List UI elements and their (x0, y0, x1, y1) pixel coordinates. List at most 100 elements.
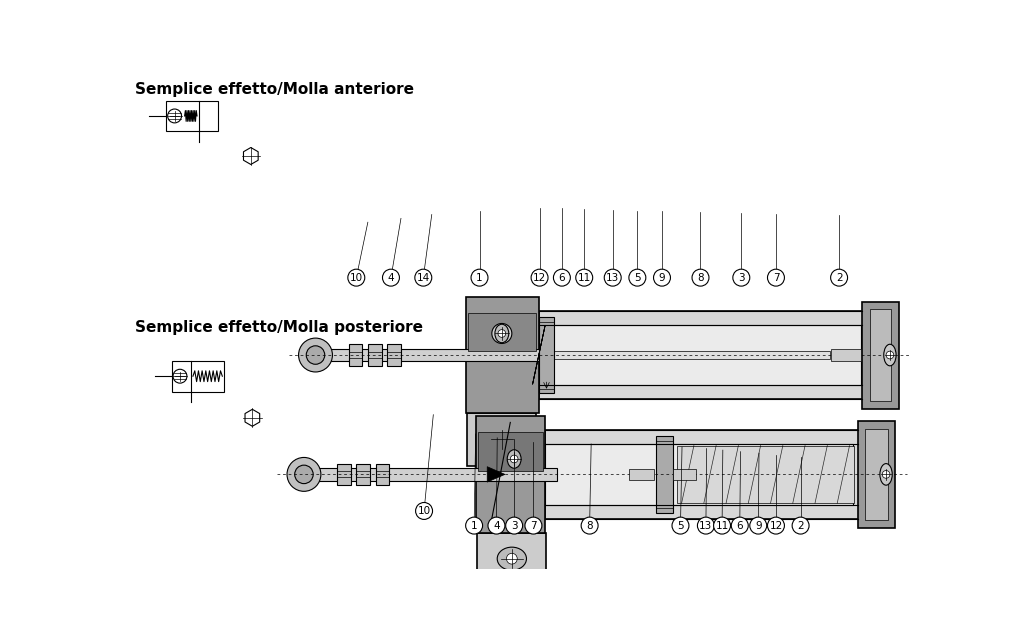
Ellipse shape (495, 324, 509, 343)
Bar (539, 311, 895, 399)
Circle shape (672, 517, 689, 534)
Circle shape (383, 269, 399, 286)
Bar (554, 351, 830, 359)
Text: 4: 4 (388, 273, 394, 282)
Bar (477, 532, 546, 585)
Circle shape (488, 517, 504, 534)
Text: 13: 13 (606, 273, 619, 282)
Circle shape (531, 269, 548, 286)
Text: 2: 2 (836, 273, 843, 282)
Bar (466, 297, 539, 413)
Circle shape (471, 269, 488, 286)
Bar (539, 317, 554, 393)
Circle shape (173, 369, 187, 383)
Bar (312, 349, 545, 361)
Text: 7: 7 (530, 521, 537, 530)
Text: 8: 8 (587, 521, 593, 530)
Circle shape (415, 269, 432, 286)
Circle shape (653, 269, 671, 286)
Circle shape (750, 517, 767, 534)
Circle shape (732, 269, 750, 286)
Bar (348, 344, 363, 366)
Bar (171, 361, 224, 392)
Circle shape (713, 517, 730, 534)
Text: 1: 1 (471, 521, 477, 530)
Bar (655, 436, 673, 512)
Ellipse shape (508, 450, 521, 468)
Text: 6: 6 (558, 273, 565, 282)
Circle shape (768, 517, 784, 534)
Text: 1: 1 (476, 273, 483, 282)
Bar (673, 469, 696, 480)
Text: 3: 3 (738, 273, 745, 282)
Text: 6: 6 (736, 521, 744, 530)
Circle shape (882, 470, 889, 478)
Text: 10: 10 (349, 273, 363, 282)
Circle shape (498, 330, 505, 337)
Text: 11: 11 (577, 273, 591, 282)
Bar (376, 464, 389, 485)
Circle shape (511, 455, 518, 463)
Bar (545, 430, 891, 519)
Circle shape (506, 553, 518, 564)
Bar (468, 313, 537, 351)
Bar (677, 445, 855, 504)
Bar (832, 349, 861, 361)
Ellipse shape (883, 344, 897, 366)
Text: 9: 9 (658, 273, 666, 282)
Circle shape (768, 269, 784, 286)
Circle shape (496, 434, 508, 445)
Bar (862, 302, 900, 408)
Bar (300, 468, 556, 481)
Circle shape (415, 502, 433, 520)
Circle shape (299, 338, 332, 372)
Bar (337, 464, 350, 485)
Circle shape (553, 269, 570, 286)
Bar (357, 464, 370, 485)
Text: 3: 3 (511, 521, 518, 530)
Text: Semplice effetto/Molla anteriore: Semplice effetto/Molla anteriore (136, 82, 414, 97)
Bar (478, 433, 543, 470)
Bar (467, 413, 537, 466)
Circle shape (575, 269, 593, 286)
Circle shape (792, 517, 809, 534)
Bar (870, 309, 891, 401)
Ellipse shape (497, 547, 527, 570)
Text: 14: 14 (416, 273, 430, 282)
Circle shape (492, 323, 512, 344)
Text: 8: 8 (697, 273, 704, 282)
Text: 7: 7 (773, 273, 779, 282)
Circle shape (886, 351, 893, 359)
Text: 12: 12 (769, 521, 783, 530)
Circle shape (525, 517, 542, 534)
Polygon shape (245, 410, 259, 426)
Bar (387, 344, 401, 366)
Ellipse shape (880, 464, 892, 485)
Bar (476, 416, 545, 532)
Circle shape (168, 109, 181, 123)
Circle shape (347, 269, 365, 286)
Circle shape (466, 517, 482, 534)
Circle shape (831, 269, 848, 286)
Bar (858, 421, 895, 528)
Text: 9: 9 (755, 521, 762, 530)
Circle shape (604, 269, 621, 286)
Circle shape (306, 346, 325, 364)
Ellipse shape (487, 427, 517, 451)
Circle shape (697, 517, 714, 534)
Circle shape (505, 517, 523, 534)
Text: 5: 5 (634, 273, 640, 282)
Circle shape (629, 269, 646, 286)
Circle shape (287, 458, 321, 491)
Bar (166, 100, 219, 132)
Circle shape (731, 517, 749, 534)
Circle shape (295, 465, 313, 484)
Bar (864, 429, 887, 520)
Bar (545, 444, 853, 505)
Text: 13: 13 (699, 521, 712, 530)
Text: 10: 10 (417, 506, 431, 516)
Text: 11: 11 (715, 521, 728, 530)
Text: 2: 2 (797, 521, 804, 530)
Polygon shape (243, 148, 258, 164)
Circle shape (581, 517, 598, 534)
